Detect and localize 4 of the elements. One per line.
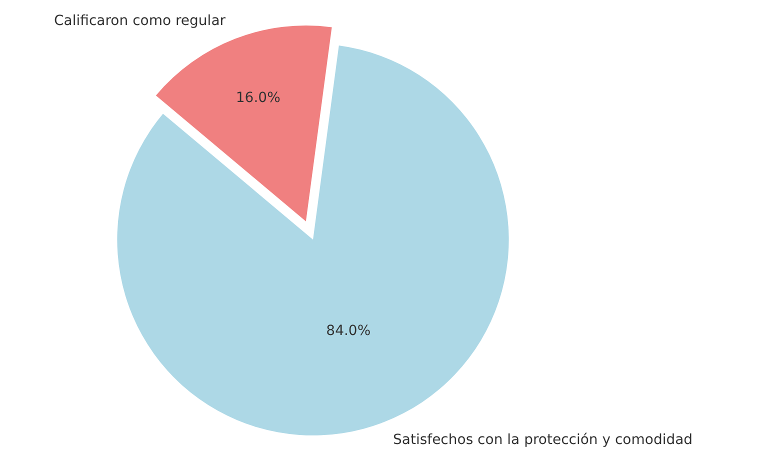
data-label: 16.0% — [236, 90, 280, 106]
slice-label: Calificaron como regular — [54, 13, 226, 29]
data-label: 84.0% — [326, 322, 371, 339]
slice-label: Satisfechos con la protección y comodidad — [393, 432, 693, 448]
